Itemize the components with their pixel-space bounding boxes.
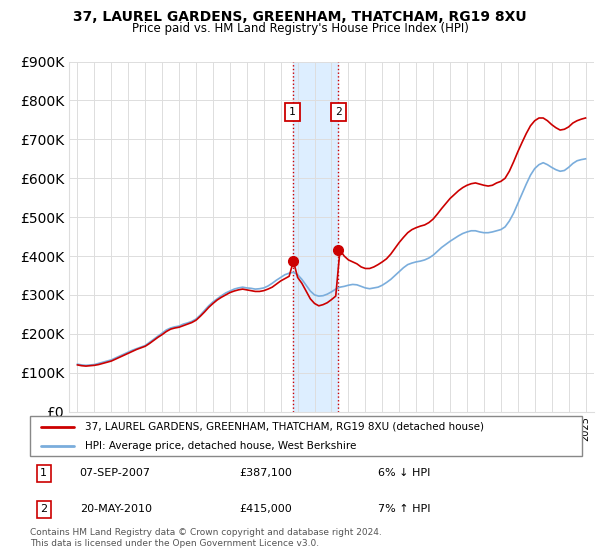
Text: 1: 1 xyxy=(40,468,47,478)
Text: HPI: Average price, detached house, West Berkshire: HPI: Average price, detached house, West… xyxy=(85,441,356,450)
Text: £415,000: £415,000 xyxy=(240,505,293,515)
Text: 37, LAUREL GARDENS, GREENHAM, THATCHAM, RG19 8XU (detached house): 37, LAUREL GARDENS, GREENHAM, THATCHAM, … xyxy=(85,422,484,432)
Text: 1: 1 xyxy=(289,107,296,117)
Text: 20-MAY-2010: 20-MAY-2010 xyxy=(80,505,152,515)
Bar xyxy=(293,62,338,412)
Text: 07-SEP-2007: 07-SEP-2007 xyxy=(80,468,151,478)
Text: 2: 2 xyxy=(335,107,341,117)
FancyBboxPatch shape xyxy=(30,416,582,456)
Text: This data is licensed under the Open Government Licence v3.0.: This data is licensed under the Open Gov… xyxy=(30,539,319,548)
Text: 6% ↓ HPI: 6% ↓ HPI xyxy=(378,468,430,478)
Text: 37, LAUREL GARDENS, GREENHAM, THATCHAM, RG19 8XU: 37, LAUREL GARDENS, GREENHAM, THATCHAM, … xyxy=(73,10,527,24)
Text: £387,100: £387,100 xyxy=(240,468,293,478)
Text: 7% ↑ HPI: 7% ↑ HPI xyxy=(378,505,430,515)
Text: 2: 2 xyxy=(40,505,47,515)
Text: Price paid vs. HM Land Registry's House Price Index (HPI): Price paid vs. HM Land Registry's House … xyxy=(131,22,469,35)
Text: Contains HM Land Registry data © Crown copyright and database right 2024.: Contains HM Land Registry data © Crown c… xyxy=(30,528,382,537)
